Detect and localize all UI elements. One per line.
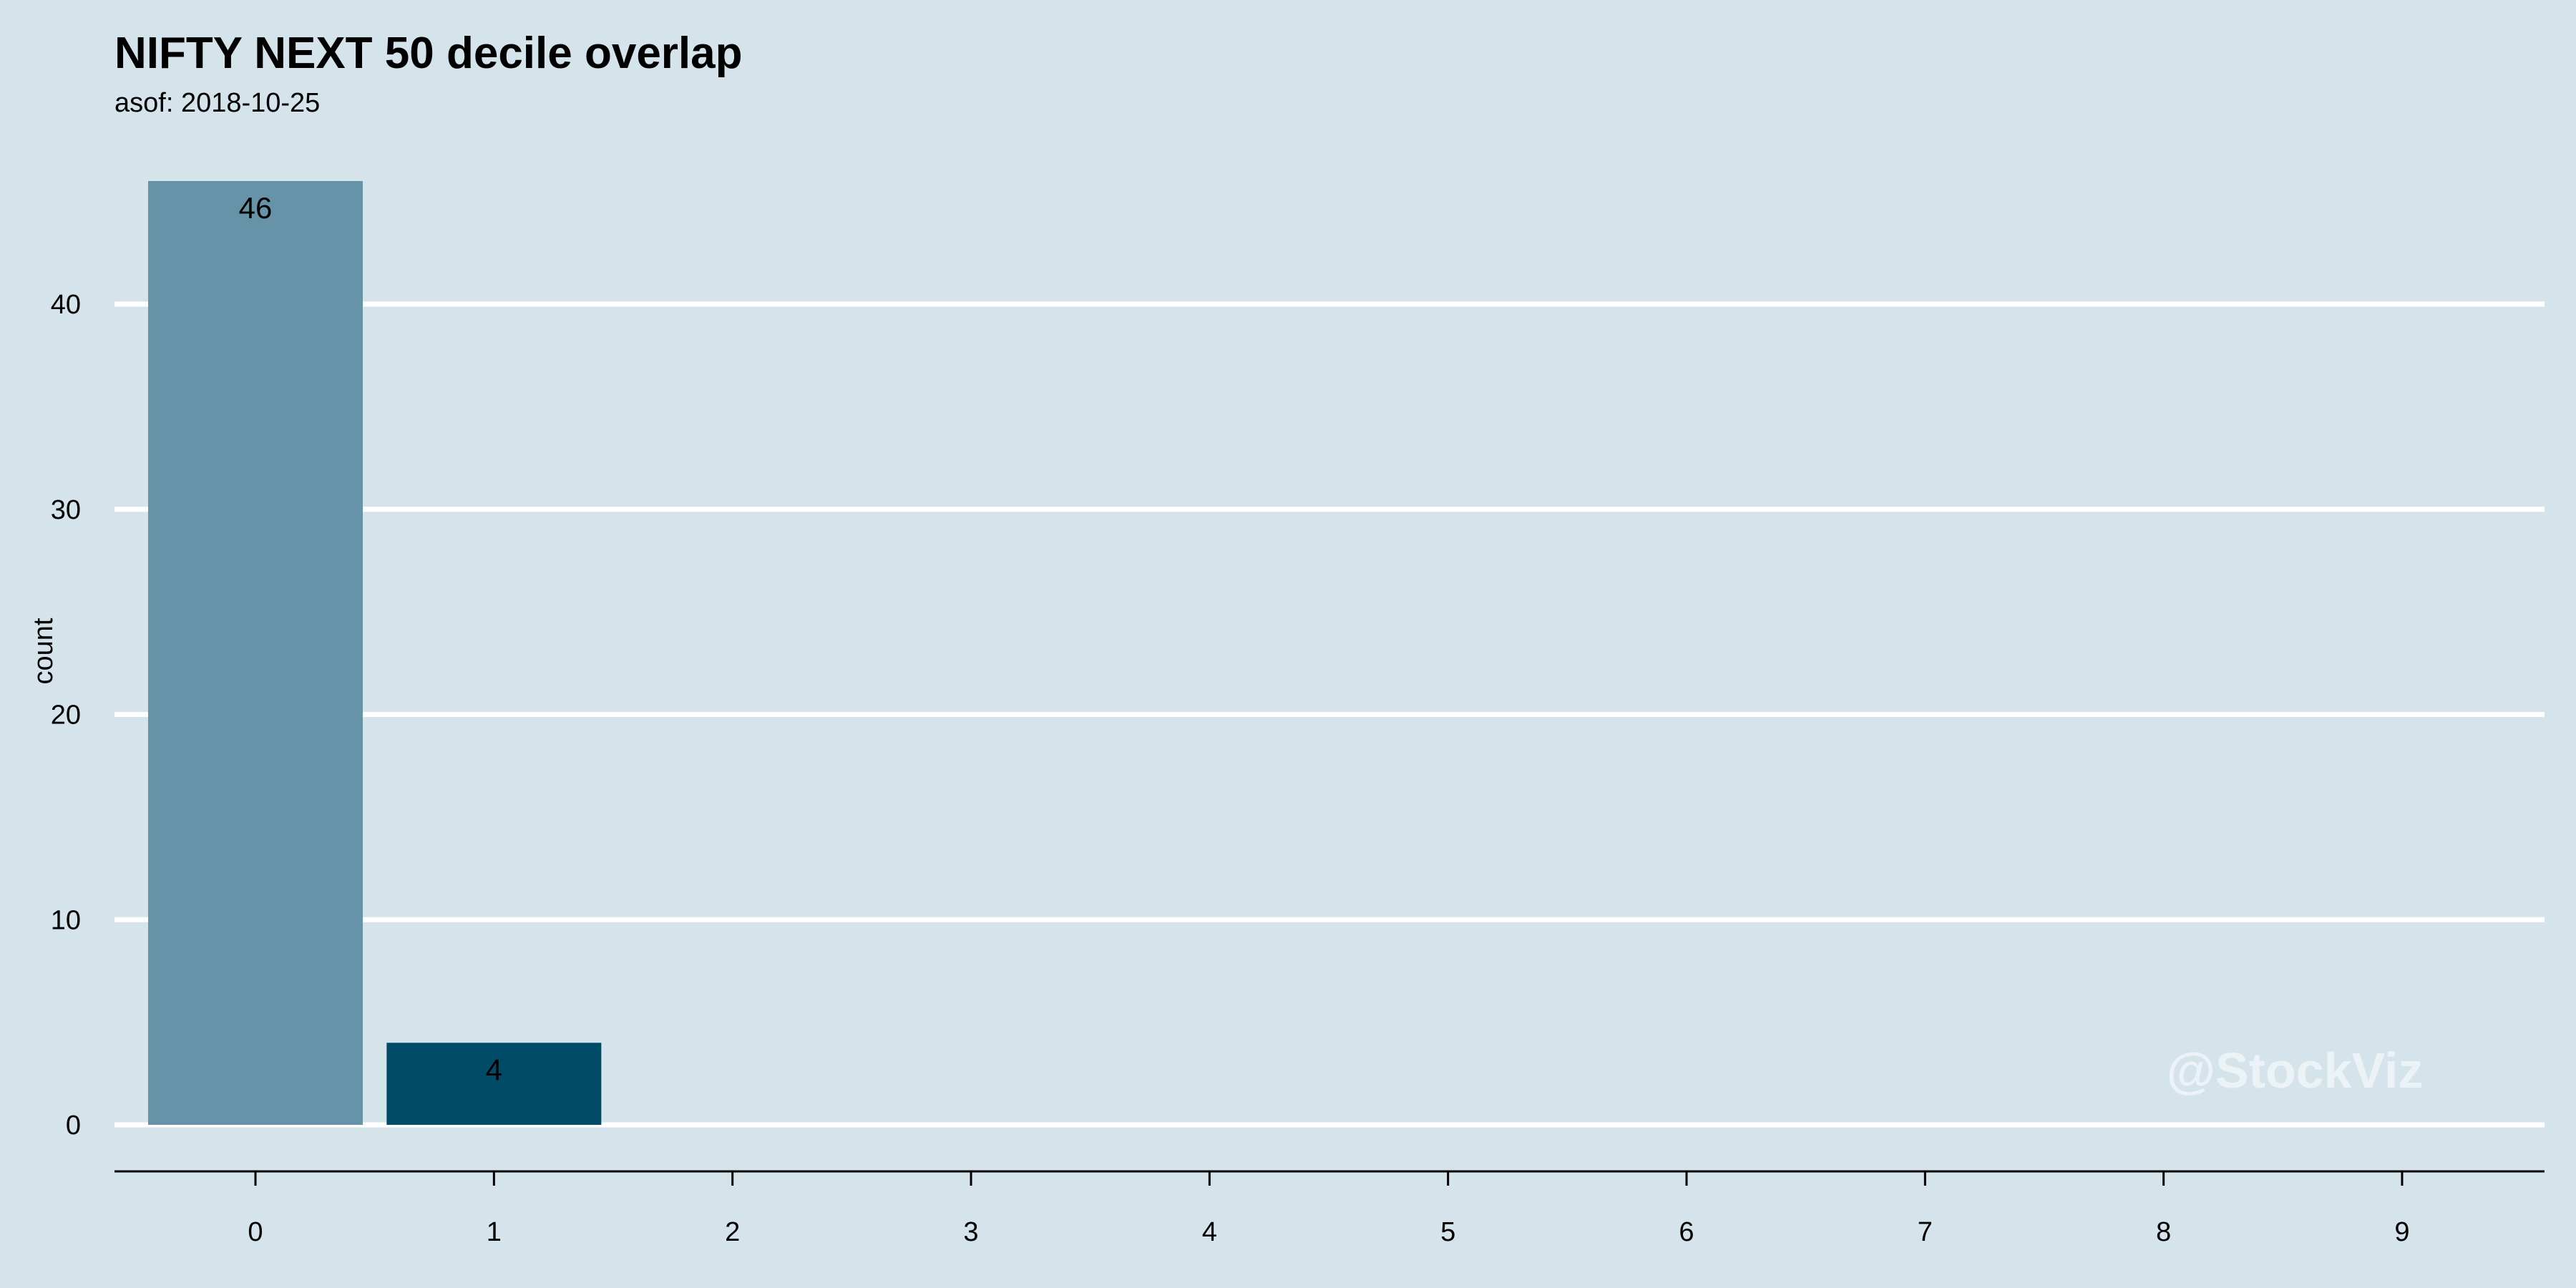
- x-tick-label-6: 6: [1679, 1217, 1694, 1247]
- y-tick-label-10: 10: [51, 905, 81, 935]
- y-tick-label-0: 0: [66, 1111, 81, 1141]
- bars: [148, 181, 602, 1125]
- x-tick-label-3: 3: [963, 1217, 978, 1247]
- x-tick-label-2: 2: [725, 1217, 740, 1247]
- watermark: @StockViz: [2167, 1043, 2424, 1098]
- y-tick-label-20: 20: [51, 701, 81, 731]
- chart-title: NIFTY NEXT 50 decile overlap: [114, 29, 743, 78]
- data-labels: 46 4: [239, 191, 502, 1086]
- y-tick-label-40: 40: [51, 290, 81, 320]
- x-tick-label-4: 4: [1202, 1217, 1217, 1247]
- y-axis-title: count: [29, 618, 59, 684]
- y-axis-ticks: 0 10 20 30 40: [51, 290, 81, 1141]
- gridlines: [114, 301, 2545, 1128]
- x-tick-label-9: 9: [2394, 1217, 2409, 1247]
- x-tick-label-8: 8: [2156, 1217, 2171, 1247]
- bar-1: [386, 1043, 602, 1125]
- x-tick-label-1: 1: [487, 1217, 502, 1247]
- bar-0: [148, 181, 363, 1125]
- x-tick-label-5: 5: [1440, 1217, 1455, 1247]
- x-tick-label-7: 7: [1918, 1217, 1933, 1247]
- data-label-1: 4: [486, 1053, 502, 1086]
- chart-subtitle: asof: 2018-10-25: [114, 88, 320, 118]
- x-axis: 0 1 2 3 4 5 6 7 8 9: [114, 1170, 2545, 1247]
- data-label-0: 46: [239, 191, 273, 225]
- y-tick-label-30: 30: [51, 495, 81, 525]
- x-tick-label-0: 0: [248, 1217, 263, 1247]
